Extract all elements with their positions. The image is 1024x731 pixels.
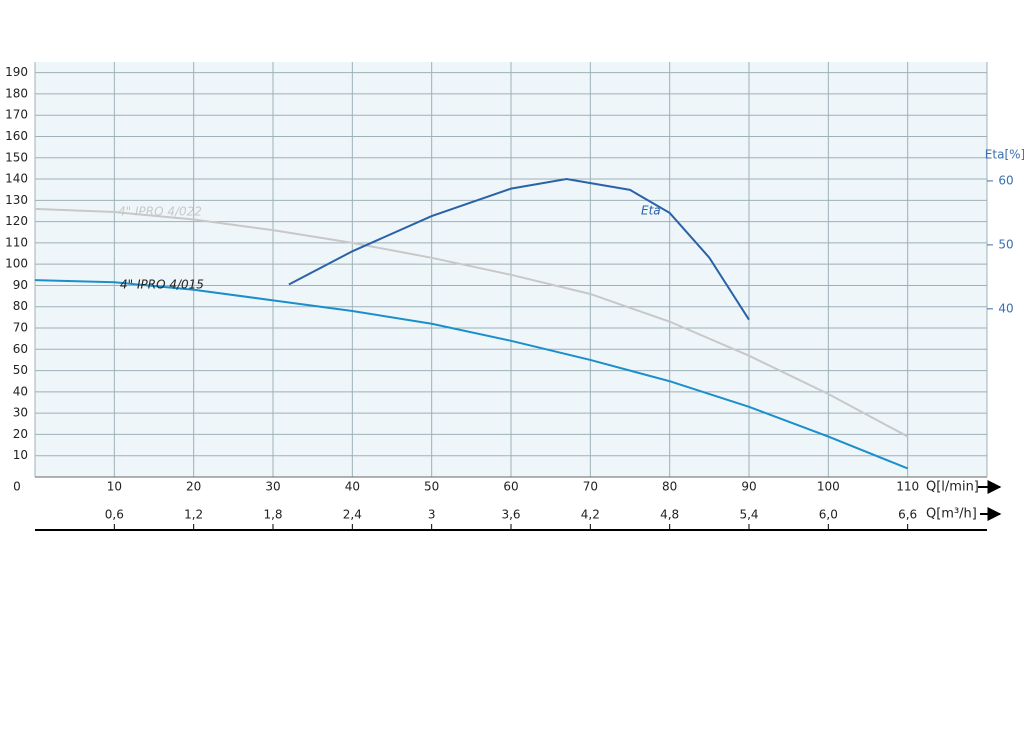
y2-axis-label: Eta[%]: [985, 148, 1024, 162]
series-label: 4" IPRO 4/015: [120, 278, 204, 292]
series-line: [34, 207, 909, 438]
y2-tick-label: 50: [998, 237, 1013, 251]
y-tick-label: 40: [13, 384, 28, 398]
x-tick-label: 50: [424, 480, 439, 494]
x-tick-label: 100: [817, 480, 840, 494]
series-label: Eta: [641, 204, 661, 218]
x-tick-label: 10: [107, 480, 122, 494]
y2-tick-label: 40: [998, 301, 1013, 315]
y-tick-label: 80: [13, 299, 28, 313]
x2-tick-label: 1,8: [263, 508, 282, 522]
x-tick-label: 60: [503, 480, 518, 494]
y-tick-label: 150: [5, 150, 28, 164]
series-line: [288, 178, 750, 321]
series-label: 4" IPRO 4/022: [118, 205, 202, 219]
x2-tick-label: 3,6: [501, 508, 520, 522]
x2-tick-label: 4,2: [581, 508, 600, 522]
y-tick-label: 130: [5, 193, 28, 207]
y-tick-label: 190: [5, 65, 28, 79]
x-tick-label: 110: [896, 480, 919, 494]
y-tick-label: 170: [5, 108, 28, 122]
x-tick-label: 70: [583, 480, 598, 494]
y-tick-label: 120: [5, 214, 28, 228]
y-tick-label: 110: [5, 235, 28, 249]
y-tick-label: 140: [5, 172, 28, 186]
y-tick-label: 10: [13, 448, 28, 462]
x-tick-label: 20: [186, 480, 201, 494]
x2-tick-label: 6,0: [819, 508, 838, 522]
y-tick-label: 20: [13, 427, 28, 441]
y-tick-label: 70: [13, 321, 28, 335]
y-tick-label: 100: [5, 257, 28, 271]
x-tick-label: 80: [662, 480, 677, 494]
x2-tick-label: 5,4: [739, 508, 758, 522]
y-tick-label: 30: [13, 406, 28, 420]
x-tick-label: 40: [345, 480, 360, 494]
y-tick-label: 160: [5, 129, 28, 143]
x2-tick-label: 0,6: [105, 508, 124, 522]
x-tick-label: 30: [265, 480, 280, 494]
x2-tick-label: 3: [428, 508, 436, 522]
x2-tick-label: 2,4: [343, 508, 362, 522]
x-tick-label: 90: [741, 480, 756, 494]
x-axis-label: Q[l/min]: [926, 480, 979, 495]
y-tick-label: 180: [5, 86, 28, 100]
y-tick-label: 90: [13, 278, 28, 292]
y-tick-label: 60: [13, 342, 28, 356]
series-line: [34, 279, 909, 470]
y-tick-label: 50: [13, 363, 28, 377]
x2-tick-label: 4,8: [660, 508, 679, 522]
x2-tick-label: 1,2: [184, 508, 203, 522]
y2-tick-label: 60: [998, 173, 1013, 187]
x-tick-label: 0: [13, 480, 21, 494]
x2-tick-label: 6,6: [898, 508, 917, 522]
x2-axis-label: Q[m³/h]: [926, 507, 977, 522]
